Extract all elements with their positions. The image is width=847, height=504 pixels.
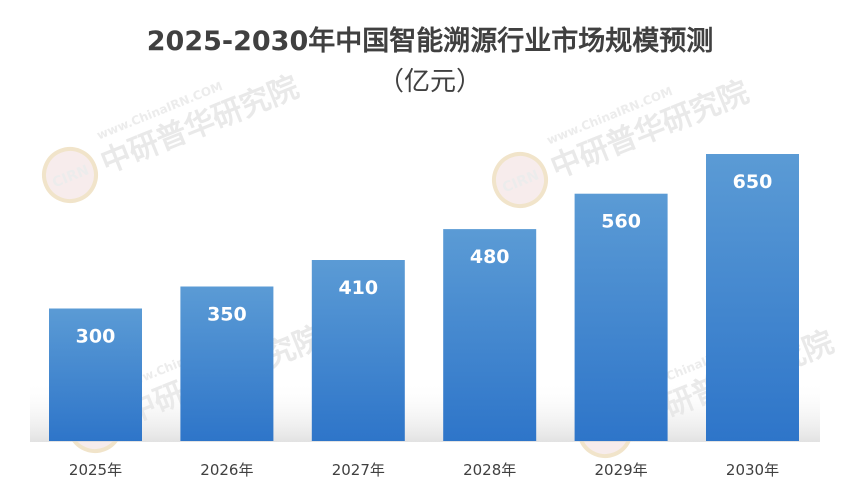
data-label: 480 [470,246,510,268]
bars-group [30,154,820,442]
x-tick-label: 2028年 [463,461,516,479]
bar-2026年 [180,286,274,441]
data-label: 560 [601,211,641,233]
x-tick-label: 2030年 [726,461,779,479]
data-label: 300 [76,326,116,348]
bar-2029年 [574,193,668,441]
data-label: 410 [338,277,378,299]
data-label: 350 [207,304,247,326]
bar-2028年 [443,229,537,441]
data-labels-group: 300 350 410 480 560 650 [76,171,773,348]
x-tick-label: 2026年 [200,461,253,479]
data-label: 650 [733,171,773,193]
x-tick-label: 2025年 [69,461,122,479]
x-tick-label: 2027年 [332,461,385,479]
bar-2030年 [706,154,799,441]
chart-title: 2025-2030年中国智能溯源行业市场规模预测 [147,25,714,57]
floor-shadow [30,380,820,442]
chart-subtitle: （亿元） [378,67,482,97]
x-axis-ticks: 2025年 2026年 2027年 2028年 2029年 2030年 [69,461,779,479]
watermark-logo-icon [42,147,98,203]
x-tick-label: 2029年 [595,461,648,479]
watermark-logo-icon [492,152,548,208]
bar-2025年 [49,308,142,441]
bar-2027年 [311,260,405,441]
